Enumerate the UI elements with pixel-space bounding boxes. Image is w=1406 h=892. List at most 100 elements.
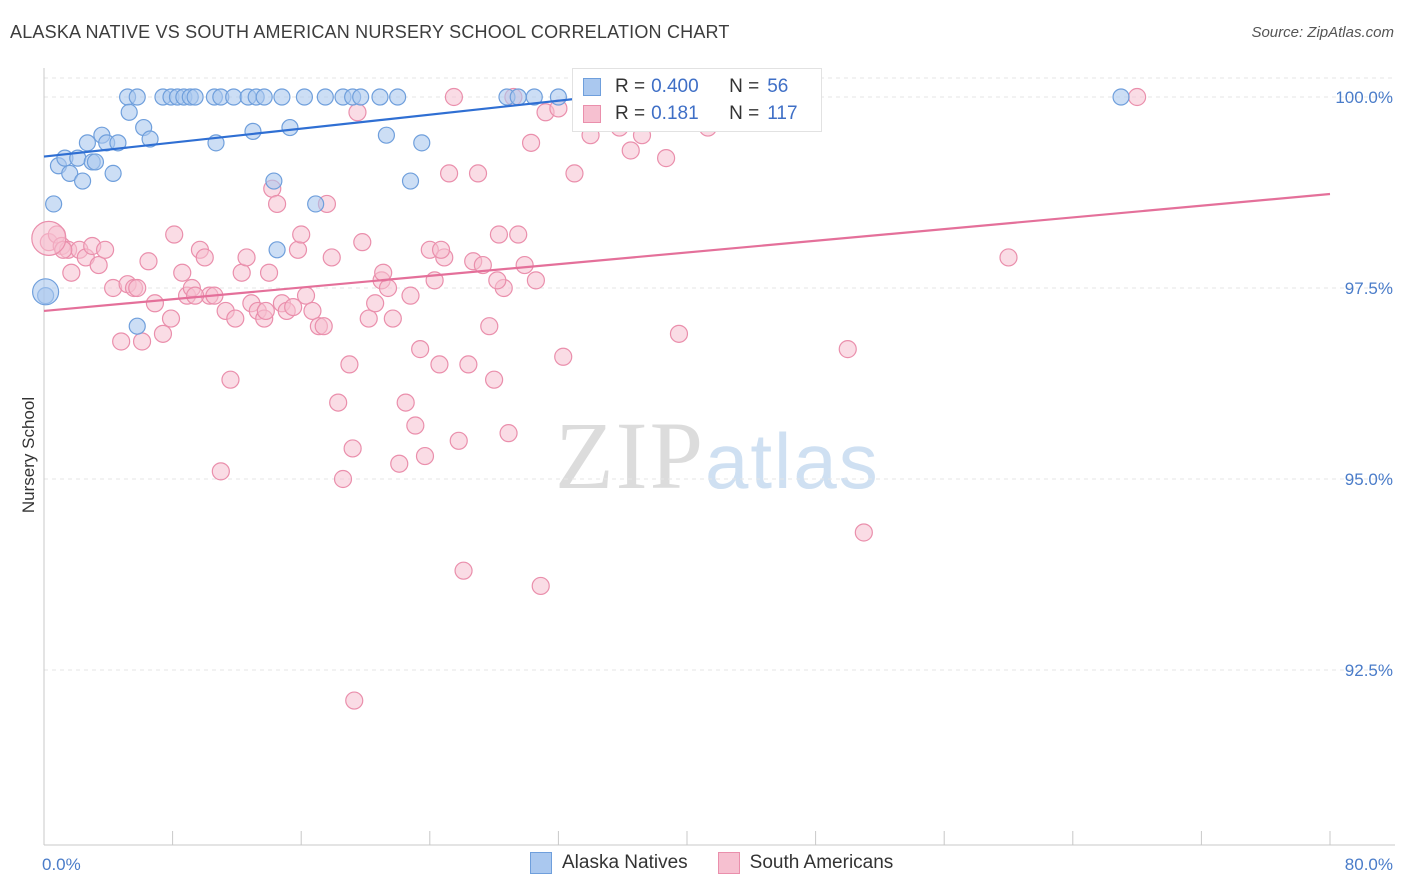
south-american-point	[161, 309, 181, 328]
south-american-point	[439, 164, 459, 183]
south-american-point-cluster	[31, 220, 67, 256]
alaska-natives-points	[32, 88, 1130, 335]
south-american-point	[329, 393, 348, 412]
south-american-point	[259, 263, 279, 282]
alaska-natives-trend-line	[43, 94, 607, 158]
trend-lines	[43, 94, 1331, 313]
south-american-point	[499, 424, 518, 443]
south-american-point	[165, 225, 184, 244]
watermark-atlas: atlas	[705, 417, 880, 505]
south-american-point	[112, 332, 131, 351]
alaska-native-point	[295, 88, 314, 106]
south-american-point	[226, 309, 245, 328]
legend-row-south-american: R = 0.181 N = 117	[583, 102, 798, 126]
alaska-native-point	[265, 172, 283, 190]
alaska-native-point	[225, 88, 243, 106]
legend-swatch-south-americans	[717, 852, 740, 874]
south-american-point	[139, 252, 158, 271]
south-american-point	[345, 691, 364, 710]
south-american-point	[396, 393, 415, 412]
south-american-point	[473, 255, 492, 275]
legend-label-south-americans: South Americans	[749, 852, 894, 873]
south-american-point	[406, 416, 425, 435]
south-american-point	[390, 454, 409, 473]
y-tick-label: 95.0%	[1345, 470, 1393, 489]
south-american-point	[621, 141, 640, 160]
south-american-point	[565, 164, 584, 183]
south-american-point	[221, 370, 240, 389]
legend-item-south-americans[interactable]: South Americans	[717, 852, 894, 874]
alaska-native-point	[307, 195, 325, 213]
south-american-point	[195, 248, 214, 267]
south-american-point	[314, 317, 333, 336]
y-tick-label: 100.0%	[1335, 88, 1393, 107]
south-american-point	[359, 309, 378, 328]
chart-title: ALASKA NATIVE VS SOUTH AMERICAN NURSERY …	[10, 22, 730, 42]
south-american-point	[454, 561, 473, 580]
south-american-point	[411, 340, 430, 359]
axes	[43, 68, 1395, 846]
legend-r-value: 0.400	[651, 76, 699, 97]
south-american-point	[62, 263, 81, 282]
south-american-point	[288, 240, 308, 259]
south-american-point	[378, 278, 398, 298]
alaska-native-point	[128, 88, 146, 106]
correlation-legend: R = 0.400 N = 56 R = 0.181 N = 117	[572, 68, 822, 132]
grid-lines	[44, 77, 1395, 671]
legend-n-label: N =	[729, 76, 760, 97]
south-american-point	[415, 446, 435, 466]
legend-r-label: R =	[615, 76, 646, 97]
y-axis-label: Nursery School	[19, 397, 38, 513]
south-american-point	[401, 286, 420, 305]
alaska-native-point	[377, 126, 395, 144]
south-american-point	[232, 263, 251, 282]
legend-item-alaska-natives[interactable]: Alaska Natives	[530, 852, 688, 874]
south-american-point	[296, 286, 316, 305]
south-american-point	[340, 355, 359, 374]
south-american-point	[554, 347, 573, 366]
legend-swatch-alaska-natives	[530, 852, 552, 874]
south-american-point	[468, 164, 488, 183]
alaska-native-point	[316, 88, 334, 106]
alaska-native-point	[268, 241, 286, 259]
south-american-point	[366, 294, 385, 313]
y-tick-label: 97.5%	[1345, 279, 1393, 298]
alaska-native-point	[413, 134, 431, 152]
alaska-native-point	[255, 88, 273, 106]
alaska-native-point	[549, 88, 568, 106]
south-american-point	[267, 194, 287, 214]
alaska-native-point	[186, 88, 204, 106]
south-american-point	[459, 355, 478, 374]
south-american-point	[854, 523, 873, 542]
alaska-native-point	[86, 153, 105, 171]
alaska-native-point	[509, 88, 527, 106]
alaska-native-point	[389, 88, 407, 106]
legend-swatch-south-american	[583, 105, 601, 123]
south-american-point	[838, 340, 857, 359]
south-american-point	[526, 271, 545, 290]
south-american-point	[153, 324, 173, 343]
south-american-point	[489, 225, 509, 244]
watermark-zip: ZIP	[555, 402, 705, 509]
alaska-native-point-cluster	[32, 278, 60, 306]
south-american-point	[374, 263, 393, 282]
alaska-native-point	[45, 195, 63, 213]
south-american-point	[333, 469, 353, 489]
south-american-point	[303, 301, 322, 321]
south-american-point	[292, 225, 311, 244]
south-american-point	[657, 149, 676, 168]
alaska-native-point	[141, 130, 159, 148]
south-american-point	[430, 355, 449, 374]
south-american-point	[515, 255, 534, 275]
south-american-point	[669, 324, 689, 343]
south-american-point	[449, 431, 468, 450]
legend-r-value: 0.181	[651, 103, 699, 124]
alaska-native-point	[401, 172, 420, 190]
south-american-point	[353, 233, 372, 252]
south-americans-trend-line	[43, 192, 1331, 313]
south-american-point	[173, 263, 192, 282]
south-american-point	[509, 225, 528, 244]
south-american-point	[1127, 87, 1147, 107]
south-american-point	[237, 248, 256, 267]
